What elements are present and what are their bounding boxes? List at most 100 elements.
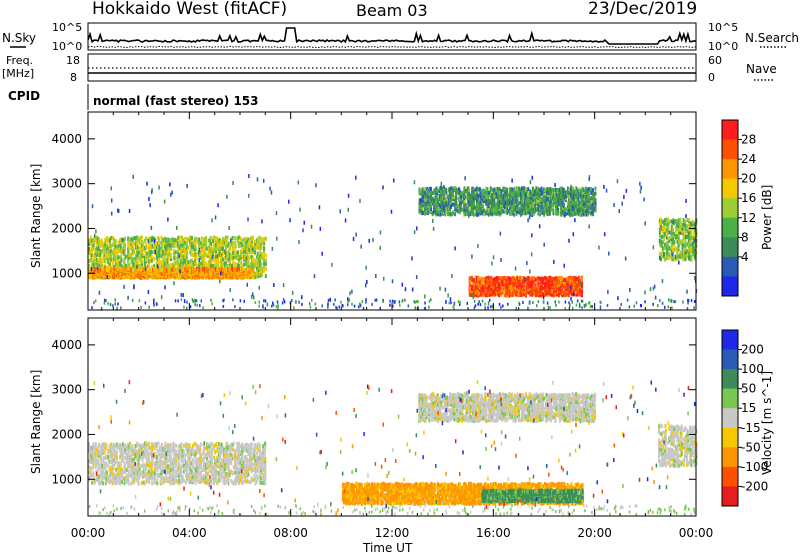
scatter-cell: [247, 237, 250, 242]
scatter-cell: [513, 289, 516, 294]
scatter-cell: [201, 259, 204, 264]
scatter-cell: [245, 241, 248, 246]
scatter-cell: [153, 256, 156, 261]
scatter-cell: [141, 261, 144, 266]
scatter-cell: [236, 267, 239, 272]
scatter-cell: [153, 243, 156, 248]
scatter-cell: [212, 263, 215, 268]
scatter-cell: [109, 259, 112, 264]
scatter-cell: [117, 261, 120, 266]
scatter-cell: [172, 248, 175, 253]
scatter-cell: [143, 248, 146, 253]
scatter-cell: [525, 290, 528, 295]
scatter-cell: [146, 255, 149, 260]
scatter-cell: [110, 275, 113, 280]
scatter-cell: [153, 249, 156, 254]
scatter-cell: [155, 248, 158, 253]
scatter-cell: [480, 281, 483, 286]
scatter-cell: [162, 252, 165, 257]
scatter-cell: [546, 190, 549, 195]
scatter-cell: [225, 236, 228, 241]
scatter-cell: [540, 186, 543, 191]
date-title: 23/Dec/2019: [588, 0, 697, 19]
scatter-cell: [141, 258, 144, 263]
scatter-cell: [245, 248, 248, 253]
scatter-cell: [561, 287, 564, 292]
scatter-cell: [95, 246, 98, 251]
scatter-cell: [177, 258, 180, 263]
scatter-cell: [96, 252, 99, 257]
scatter-cell: [556, 280, 559, 285]
scatter-cell: [174, 256, 177, 261]
scatter-cell: [516, 277, 519, 282]
scatter-cell: [226, 257, 229, 262]
scatter-cell: [553, 276, 556, 281]
scatter-cell: [177, 250, 180, 255]
scatter-cell: [207, 249, 210, 254]
scatter-cell: [544, 292, 547, 297]
scatter-cell: [210, 236, 213, 241]
noise-panel: [87, 22, 697, 51]
scatter-cell: [544, 277, 547, 282]
scatter-cell: [203, 240, 206, 245]
scatter-cell: [190, 263, 193, 268]
scatter-cell: [117, 255, 120, 260]
scatter-cell: [92, 267, 95, 272]
scatter-cell: [229, 267, 232, 272]
scatter-cell: [191, 267, 194, 272]
scatter-cell: [478, 279, 481, 284]
scatter-cell: [525, 293, 528, 298]
scatter-cell: [242, 271, 245, 276]
scatter-cell: [190, 252, 193, 257]
scatter-cell: [158, 262, 161, 267]
scatter-cell: [486, 277, 489, 282]
scatter-cell: [136, 245, 139, 250]
scatter-cell: [569, 279, 572, 284]
scatter-cell: [545, 291, 548, 296]
scatter-cell: [163, 267, 166, 272]
scatter-cell: [536, 286, 539, 291]
scatter-cell: [234, 241, 237, 246]
scatter-cell: [165, 268, 168, 273]
scatter-cell: [445, 210, 448, 215]
scatter-cell: [208, 251, 211, 256]
scatter-cell: [237, 240, 240, 245]
scatter-cell: [513, 276, 516, 281]
scatter-cell: [158, 267, 161, 272]
scatter-cell: [170, 254, 173, 259]
scatter-cell: [218, 238, 221, 243]
scatter-cell: [104, 246, 107, 251]
scatter-cell: [545, 201, 548, 206]
scatter-cell: [207, 245, 210, 250]
scatter-cell: [222, 245, 225, 250]
scatter-cell: [170, 263, 173, 268]
scatter-cell: [460, 191, 463, 196]
scatter-cell: [470, 286, 473, 291]
scatter-cell: [477, 289, 480, 294]
scatter-cell: [223, 240, 226, 245]
scatter-cell: [228, 252, 231, 257]
scatter-cell: [117, 274, 120, 279]
scatter-cell: [542, 276, 545, 281]
scatter-cell: [95, 235, 98, 240]
scatter-cell: [110, 243, 113, 248]
scatter-cell: [136, 261, 139, 266]
scatter-cell: [544, 280, 547, 285]
scatter-cell: [247, 260, 250, 265]
scatter-cell: [153, 264, 156, 269]
scatter-cell: [508, 293, 511, 298]
scatter-cell: [165, 274, 168, 279]
scatter-cell: [208, 265, 211, 270]
scatter-cell: [549, 285, 552, 290]
scatter-cell: [549, 187, 552, 192]
scatter-cell: [121, 265, 124, 270]
scatter-cell: [154, 242, 157, 247]
scatter-cell: [160, 271, 163, 276]
scatter-cell: [537, 192, 540, 197]
scatter-cell: [104, 259, 107, 264]
scatter-cell: [185, 236, 188, 241]
scatter-cell: [451, 202, 454, 207]
scatter-cell: [90, 245, 93, 250]
scatter-cell: [128, 263, 131, 268]
scatter-cell: [178, 246, 181, 251]
